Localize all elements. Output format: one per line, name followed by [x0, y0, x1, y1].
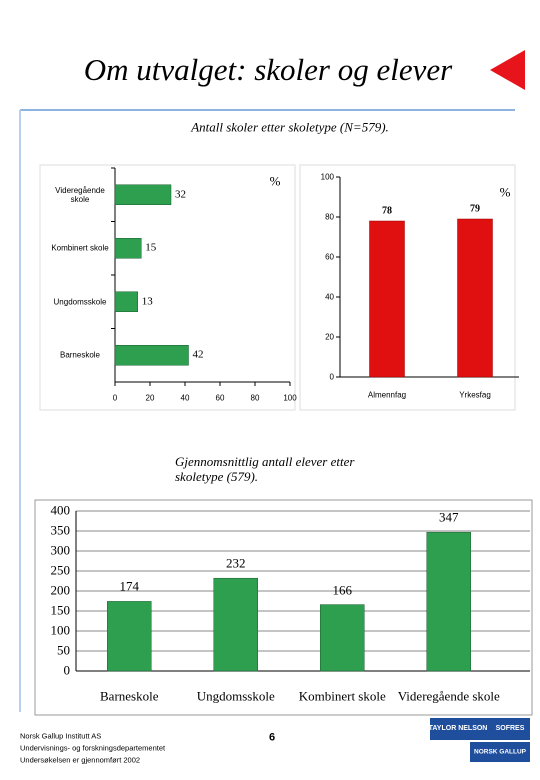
- value-label: 166: [332, 582, 353, 598]
- value-label: 174: [119, 578, 140, 594]
- bar: [457, 218, 493, 378]
- value-label: 32: [175, 188, 186, 201]
- bar: [213, 577, 258, 672]
- chart-title: Antall skoler etter skoletype (N=579).: [191, 119, 389, 135]
- bar: [369, 220, 405, 378]
- chart-frame: [299, 164, 516, 411]
- bar: [114, 345, 189, 366]
- bar: [114, 291, 138, 312]
- title-arrow: [490, 50, 525, 90]
- y-tick-label: 350: [50, 522, 71, 538]
- y-tick-label: 400: [50, 502, 71, 518]
- y-tick-label: 150: [50, 602, 71, 618]
- value-label: 79: [470, 203, 480, 215]
- y-tick-label: 100: [320, 172, 334, 182]
- chart-frame: [39, 164, 296, 411]
- y-tick-label: 40: [325, 292, 334, 302]
- y-tick-label: 200: [50, 582, 71, 598]
- bar: [107, 601, 152, 672]
- footer-text: Undervisnings- og forskningsdepartemente…: [20, 743, 166, 753]
- y-tick-label: 0: [329, 372, 334, 382]
- x-tick-label: 60: [215, 393, 225, 403]
- y-tick-label: 60: [325, 252, 334, 262]
- x-tick-label: 100: [283, 393, 297, 403]
- y-tick-label: Barneskole: [59, 350, 101, 360]
- chart-frame: [34, 499, 533, 716]
- logo-text: SOFRES: [495, 724, 525, 732]
- y-tick-label: Ungdomsskole: [53, 297, 107, 307]
- x-tick-label: Videregående skole: [397, 688, 500, 704]
- value-label: 347: [439, 509, 459, 525]
- value-label: 232: [226, 555, 246, 571]
- value-label: 42: [192, 348, 204, 361]
- y-tick-label: 100: [50, 622, 71, 638]
- y-tick-label: 250: [50, 562, 71, 578]
- y-tick-label: Kombinert skole: [51, 243, 109, 253]
- unit-label: %: [499, 184, 511, 200]
- footer-text: Norsk Gallup Institutt AS: [20, 731, 102, 741]
- value-label: 15: [145, 241, 157, 254]
- logo-box: [470, 742, 530, 762]
- logo-text: NORSK GALLUP: [474, 748, 526, 756]
- x-tick-label: Yrkesfag: [459, 390, 491, 400]
- value-label: 13: [141, 295, 153, 308]
- bar: [114, 238, 142, 259]
- logo-text: TAYLOR NELSON: [428, 724, 488, 732]
- value-label: 78: [382, 205, 392, 217]
- chart-title: Gjennomsnittlig antall elever etter skol…: [175, 454, 355, 484]
- bar: [426, 531, 471, 672]
- x-tick-label: Ungdomsskole: [196, 688, 275, 704]
- y-tick-label: Videregående skole: [55, 185, 105, 204]
- x-tick-label: 20: [145, 393, 155, 403]
- unit-label: %: [269, 173, 281, 189]
- y-tick-label: 0: [63, 662, 71, 678]
- page-title: Om utvalget: skoler og elever: [83, 52, 453, 88]
- x-tick-label: Almennfag: [367, 390, 407, 400]
- y-tick-label: 80: [325, 212, 334, 222]
- x-tick-label: Kombinert skole: [298, 688, 386, 704]
- logo-box: [430, 718, 530, 740]
- x-tick-label: Barneskole: [100, 688, 159, 704]
- y-tick-label: 20: [325, 332, 334, 342]
- bar: [320, 604, 365, 672]
- x-tick-label: 80: [250, 393, 260, 403]
- y-tick-label: 50: [57, 642, 70, 658]
- x-tick-label: 40: [180, 393, 190, 403]
- footer-text: Undersøkelsen er gjennomført 2002: [20, 755, 141, 765]
- y-tick-label: 300: [50, 542, 71, 558]
- x-tick-label: 0: [112, 393, 118, 403]
- page-number: 6: [268, 731, 276, 744]
- bar: [114, 184, 172, 205]
